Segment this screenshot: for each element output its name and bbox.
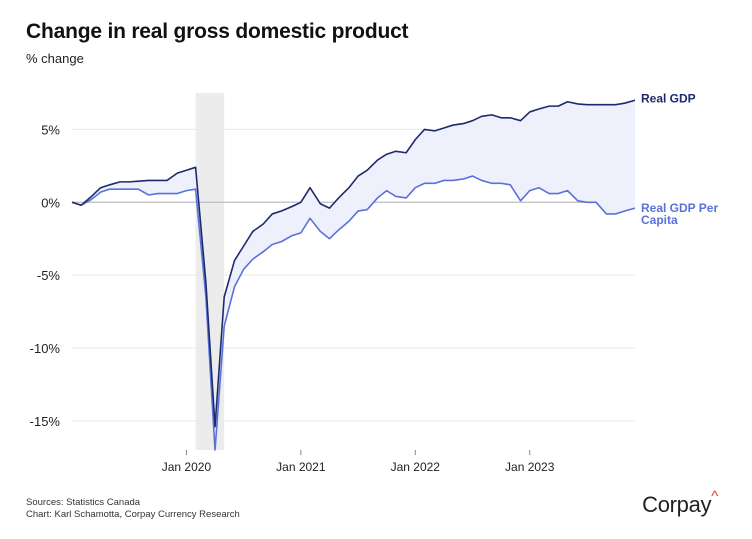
y-tick-label: -15% (30, 414, 61, 429)
y-tick-label: 0% (41, 195, 60, 210)
y-tick-label: -10% (30, 341, 61, 356)
chart-subtitle: % change (26, 51, 84, 66)
sources-note: Sources: Statistics Canada (26, 497, 141, 508)
x-tick-label: Jan 2023 (505, 460, 555, 474)
y-tick-label: 5% (41, 122, 60, 137)
legend-label-real-gdp: Real GDP (641, 91, 696, 105)
series-line-real-gdp-per-capita (71, 175, 636, 451)
x-tick-label: Jan 2020 (162, 460, 212, 474)
legend-label-real-gdp-per-capita-line2: Capita (641, 213, 678, 227)
y-tick-label: -5% (37, 268, 61, 283)
x-tick-label: Jan 2022 (391, 460, 441, 474)
chart-footer: Sources: Statistics Canada Chart: Karl S… (26, 497, 240, 521)
gap-fill-area (72, 100, 635, 451)
legend-label-real-gdp-per-capita: Real GDP Per (641, 201, 718, 215)
brand-mark-icon: ^ (711, 488, 718, 505)
brand-name: Corpay (642, 492, 712, 517)
series-line-real-gdp (71, 99, 636, 428)
chart-credit: Chart: Karl Schamotta, Corpay Currency R… (26, 509, 240, 520)
gdp-line-chart: 5% 0% -5% -10% -15% Jan 2020 Jan 2021 Jan 2022 J… (30, 91, 719, 474)
recession-band (195, 93, 225, 450)
corpay-logo: Corpay^ (642, 488, 718, 518)
chart-title: Change in real gross domestic product (26, 20, 409, 43)
x-tick-label: Jan 2021 (276, 460, 326, 474)
